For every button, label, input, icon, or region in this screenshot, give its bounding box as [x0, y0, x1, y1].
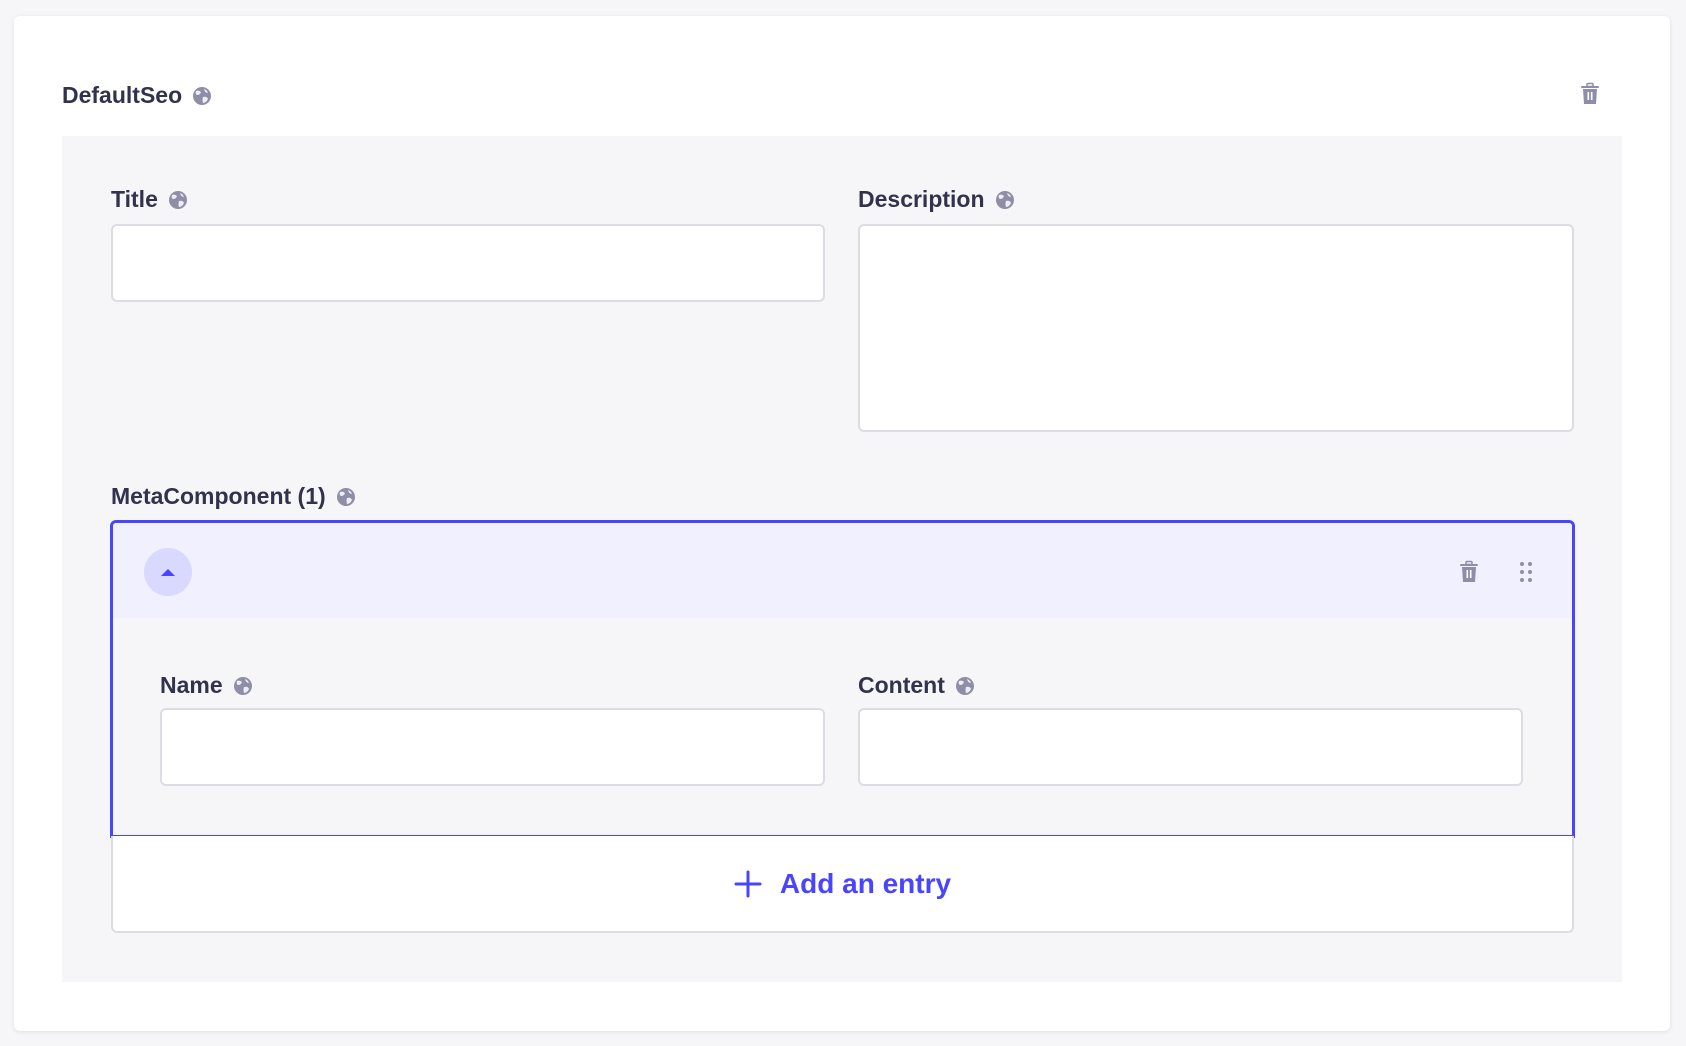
globe-icon — [233, 676, 253, 696]
plus-icon — [734, 870, 762, 897]
component-heading: DefaultSeo — [62, 82, 212, 109]
title-input[interactable] — [111, 224, 825, 302]
add-entry-label: Add an entry — [779, 867, 952, 899]
globe-icon — [955, 676, 975, 696]
component-title: DefaultSeo — [62, 82, 183, 108]
globe-icon — [192, 86, 212, 106]
meta-entry-header[interactable] — [113, 523, 1572, 618]
title-label: Title — [111, 186, 188, 213]
trash-icon[interactable] — [1459, 560, 1479, 584]
collapse-button[interactable] — [144, 548, 192, 596]
metacomponent-label: MetaComponent (1) — [111, 483, 356, 510]
globe-icon — [336, 487, 356, 507]
name-label-text: Name — [160, 672, 223, 698]
content-label: Content — [858, 672, 975, 699]
description-textarea[interactable] — [858, 224, 1574, 432]
globe-icon — [995, 190, 1015, 210]
add-entry-button[interactable]: Add an entry — [111, 836, 1574, 933]
drag-dots-icon[interactable] — [1519, 561, 1533, 583]
caret-up-icon — [161, 569, 175, 576]
trash-icon[interactable] — [1580, 82, 1600, 106]
meta-entry: Name Content — [110, 520, 1575, 838]
content-label-text: Content — [858, 672, 945, 698]
name-label: Name — [160, 672, 253, 699]
globe-icon — [168, 190, 188, 210]
metacomponent-label-text: MetaComponent (1) — [111, 483, 326, 509]
name-input[interactable] — [160, 708, 825, 786]
content-input[interactable] — [858, 708, 1523, 786]
description-label: Description — [858, 186, 1015, 213]
description-label-text: Description — [858, 186, 985, 212]
title-label-text: Title — [111, 186, 158, 212]
